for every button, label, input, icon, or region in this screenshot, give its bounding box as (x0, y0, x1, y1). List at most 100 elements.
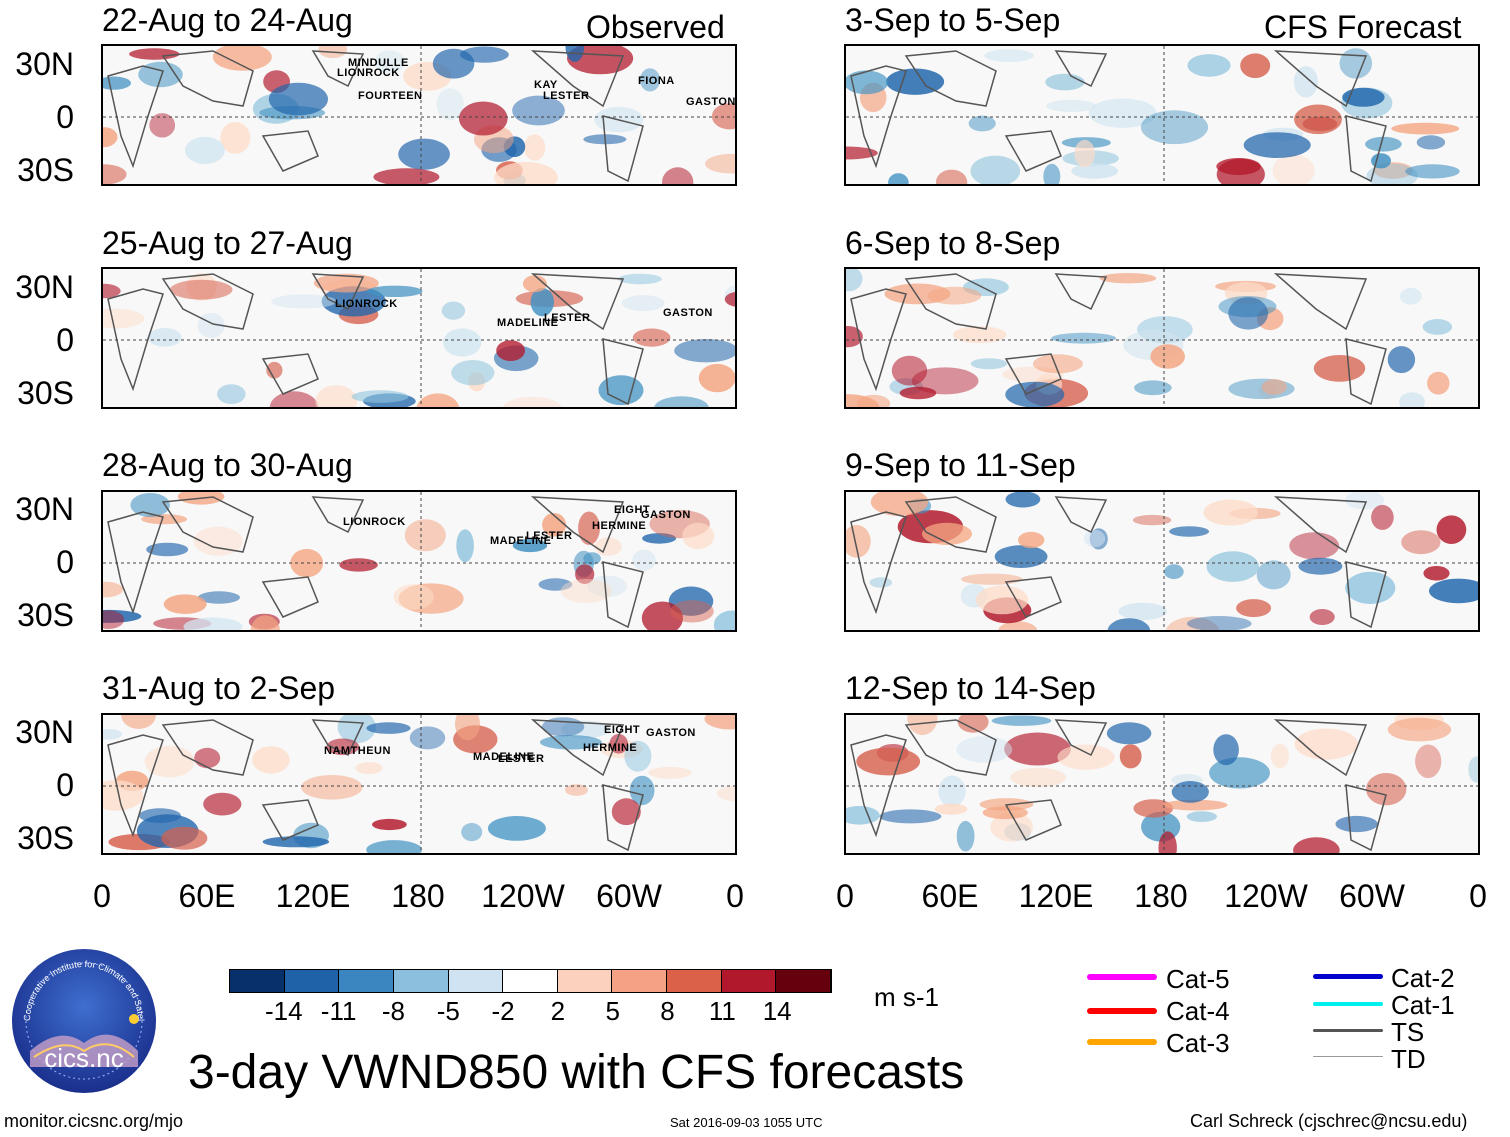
anomaly-blob (198, 591, 240, 604)
legend-line-ts (1313, 1029, 1383, 1032)
anomaly-blob (1071, 163, 1119, 179)
coastline (1273, 496, 1368, 554)
anomaly-blob (459, 101, 508, 136)
anomaly-blob (1272, 154, 1315, 184)
anomaly-blob (1243, 132, 1311, 158)
anomaly-blob (975, 585, 1029, 615)
anomaly-blob (1399, 392, 1425, 407)
lon-label: 60W (1339, 878, 1405, 914)
anomaly-blob (456, 529, 474, 563)
anomaly-blob (884, 283, 951, 305)
storm-label: LIONROCK (335, 298, 398, 310)
anomaly-blob (1256, 560, 1291, 590)
coastline (261, 130, 319, 172)
colorbar-swatch (284, 970, 340, 992)
anomaly-blob (1342, 87, 1385, 107)
lat-label-eq: 0 (56, 99, 74, 135)
anomaly-blob (1427, 371, 1450, 395)
storm-label: HERMINE (583, 742, 638, 754)
colorbar-swatch (776, 970, 832, 992)
anomaly-blob (183, 617, 243, 630)
anomaly-blob (487, 816, 546, 841)
anomaly-blob (642, 533, 677, 544)
anomaly-blob (1405, 164, 1460, 179)
anomaly-blob (961, 573, 1023, 585)
anomaly-blob (1468, 756, 1478, 783)
wind-anomaly-field (846, 715, 1478, 853)
anomaly-blob (1134, 380, 1172, 396)
anomaly-blob (1309, 609, 1335, 625)
anomaly-blob (621, 295, 665, 312)
anomaly-blob (315, 385, 358, 407)
wind-anomaly-field (103, 715, 735, 853)
coastline (602, 561, 644, 629)
anomaly-blob (1169, 526, 1210, 537)
anomaly-blob (654, 396, 709, 407)
anomaly-blob (1032, 354, 1083, 374)
lon-label: 60E (921, 878, 979, 914)
legend-line-cat1 (1313, 1002, 1383, 1006)
anomaly-blob (624, 740, 652, 772)
anomaly-blob (716, 785, 735, 802)
anomaly-blob (629, 775, 655, 806)
lat-label-30s: 30S (17, 375, 74, 411)
anomaly-blob (494, 161, 558, 184)
anomaly-blob (970, 358, 1007, 370)
anomaly-blob (103, 308, 145, 329)
anomaly-blob (618, 273, 662, 285)
lon-label: 60W (596, 878, 662, 914)
storm-label: LESTER (498, 753, 545, 765)
coastline (161, 273, 254, 330)
anomaly-blob (956, 820, 975, 852)
coastline (161, 50, 254, 107)
coastline (1004, 130, 1062, 172)
footer-website[interactable]: monitor.cicsnc.org/mjo (4, 1111, 184, 1131)
anomaly-blob (891, 355, 928, 386)
anomaly-blob (899, 386, 937, 400)
storm-label: EIGHT (614, 504, 651, 516)
coastline (311, 496, 365, 534)
colorbar-tick-label: -5 (436, 996, 460, 1026)
anomaly-blob (372, 818, 407, 831)
panel-title: 3-Sep to 5-Sep (845, 2, 1061, 38)
legend-label-cat4: Cat-4 (1166, 996, 1230, 1026)
coastline (1004, 353, 1062, 395)
footer-author: Carl Schreck (cjschrec@ncsu.edu) (1190, 1111, 1468, 1131)
storm-label: MADELINE (490, 535, 552, 547)
anomaly-blob (856, 747, 921, 776)
coastline (904, 719, 997, 776)
anomaly-blob (374, 50, 405, 74)
anomaly-blob (1005, 381, 1065, 407)
coastline (1054, 496, 1108, 534)
anomaly-blob (888, 173, 909, 184)
colorbar-swatch (339, 970, 394, 992)
storm-label: KAY (534, 79, 558, 91)
anomaly-blob (1119, 744, 1142, 769)
anomaly-blob (170, 279, 233, 300)
anomaly-blob (1203, 499, 1258, 526)
map-panel (101, 267, 737, 409)
legend-label-cat2: Cat-2 (1391, 963, 1455, 993)
anomaly-blob (1010, 767, 1067, 788)
footer-timestamp: Sat 2016-09-03 1055 UTC (670, 1115, 823, 1130)
anomaly-blob (367, 285, 423, 297)
anomaly-blob (1165, 616, 1220, 630)
coastline (261, 576, 319, 618)
anomaly-blob (1293, 837, 1340, 853)
coastline (530, 50, 625, 108)
storm-label: NAMTHEUN (324, 745, 391, 757)
anomaly-blob (149, 113, 176, 138)
colorbar-swatch (230, 970, 285, 992)
anomaly-blob (998, 621, 1038, 630)
anomaly-blob (846, 269, 863, 292)
colorbar-tick-label: -11 (320, 996, 357, 1026)
anomaly-blob (121, 715, 156, 729)
anomaly-blob (194, 747, 221, 769)
anomaly-blob (321, 286, 386, 317)
storm-label: GASTON (663, 307, 713, 319)
anomaly-blob (103, 581, 123, 598)
lat-label-30n: 30N (15, 714, 74, 750)
anomaly-blob (662, 167, 694, 184)
anomaly-blob (922, 522, 972, 545)
anomaly-blob (1046, 99, 1097, 112)
